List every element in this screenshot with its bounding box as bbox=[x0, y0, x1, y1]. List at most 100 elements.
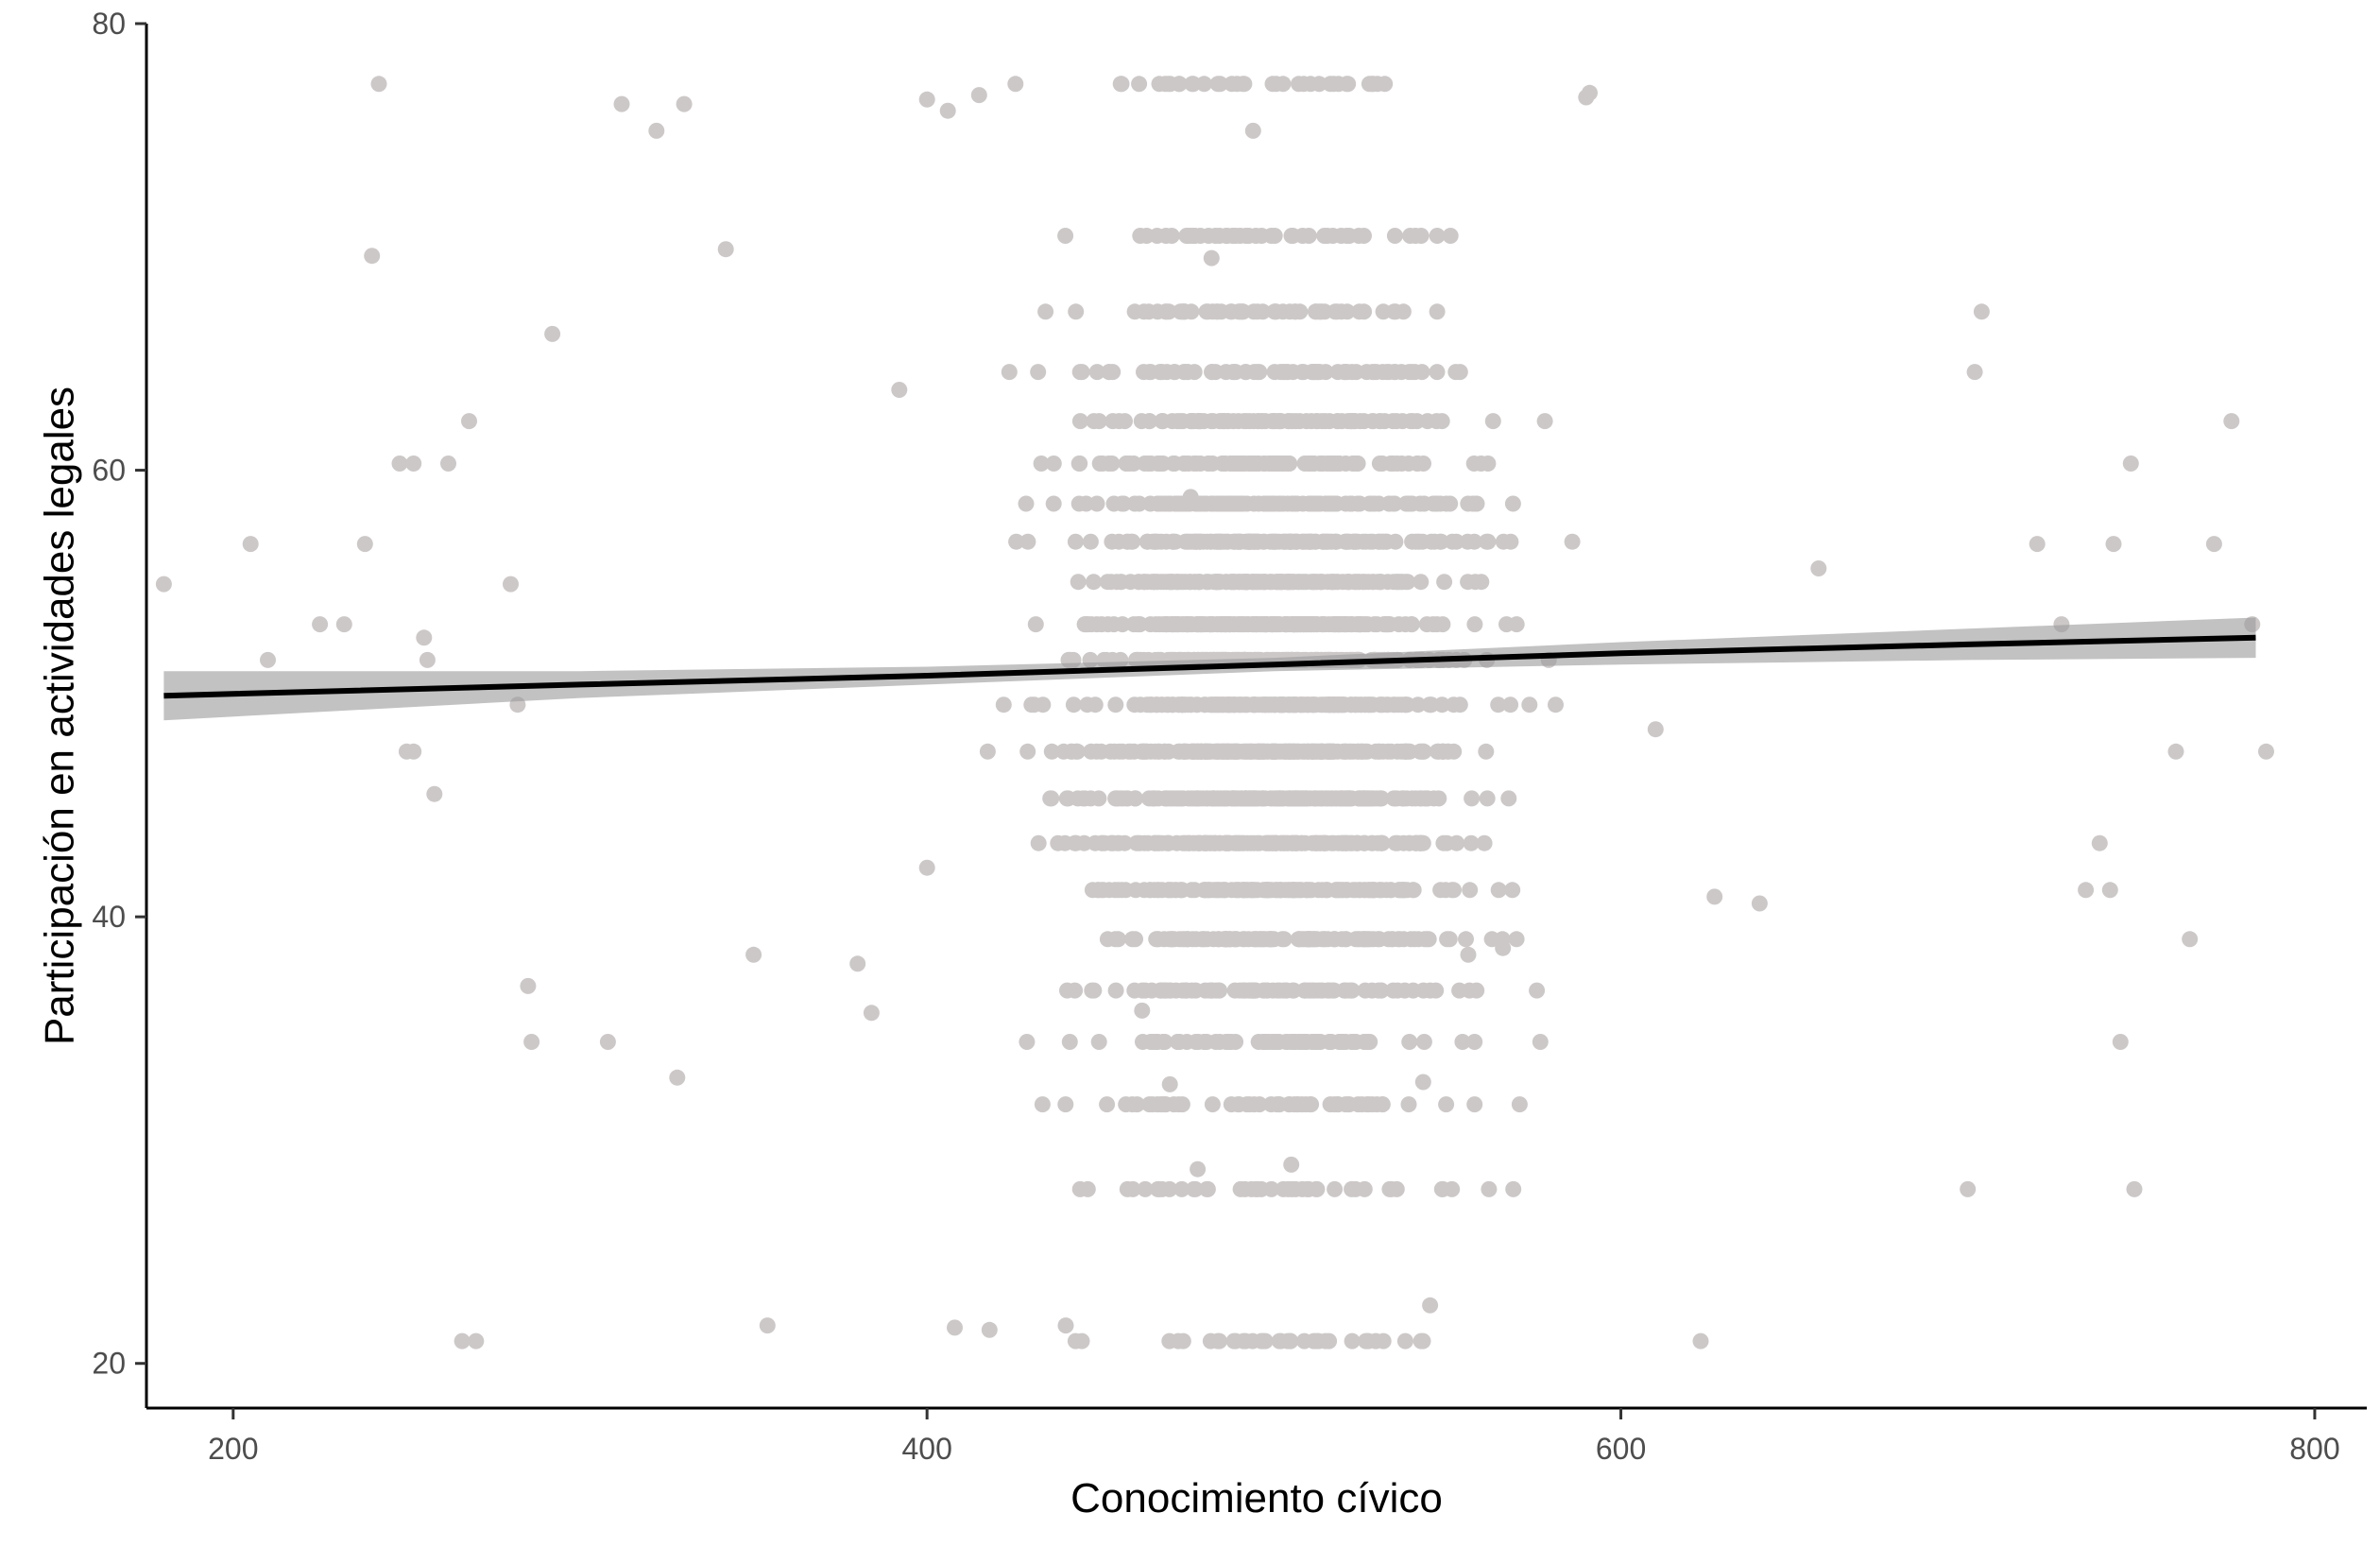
data-point bbox=[1446, 696, 1463, 713]
data-point bbox=[1264, 1034, 1281, 1050]
data-point bbox=[1692, 1332, 1709, 1349]
data-point bbox=[1479, 790, 1496, 807]
y-tick-label: 60 bbox=[92, 454, 126, 488]
data-point bbox=[1050, 834, 1067, 851]
data-point bbox=[1086, 574, 1102, 591]
y-tick-label: 20 bbox=[92, 1347, 126, 1381]
data-point bbox=[1174, 982, 1190, 999]
data-point bbox=[1203, 249, 1220, 266]
data-point bbox=[1204, 1096, 1221, 1113]
data-point bbox=[1057, 1317, 1074, 1334]
data-point bbox=[1178, 228, 1195, 244]
data-point bbox=[1070, 456, 1087, 472]
data-point bbox=[1213, 696, 1230, 713]
data-point bbox=[416, 629, 433, 646]
data-point bbox=[1190, 616, 1206, 633]
data-point bbox=[1429, 364, 1446, 381]
data-point bbox=[1245, 790, 1262, 807]
data-point bbox=[1387, 303, 1404, 320]
y-tick-label: 80 bbox=[92, 7, 126, 41]
data-point bbox=[523, 1034, 540, 1050]
data-point bbox=[1706, 888, 1723, 905]
data-point bbox=[1008, 533, 1025, 550]
data-point bbox=[1190, 1160, 1207, 1177]
x-axis-title: Conocimiento cívico bbox=[1070, 1475, 1443, 1521]
data-point bbox=[1334, 696, 1351, 713]
data-point bbox=[1360, 1332, 1377, 1349]
data-point bbox=[1366, 616, 1383, 633]
x-tick-label: 400 bbox=[901, 1432, 951, 1466]
data-point bbox=[1403, 364, 1420, 381]
data-point bbox=[1086, 413, 1103, 430]
data-point bbox=[1183, 882, 1200, 899]
data-point bbox=[1304, 743, 1321, 760]
data-point bbox=[1460, 946, 1477, 963]
data-point bbox=[1306, 456, 1323, 472]
data-point bbox=[1212, 790, 1229, 807]
data-point bbox=[1127, 882, 1144, 899]
data-point bbox=[1380, 931, 1396, 948]
data-point bbox=[1045, 495, 1062, 512]
data-point bbox=[1134, 1002, 1151, 1019]
data-point bbox=[1083, 743, 1100, 760]
data-point bbox=[1401, 743, 1418, 760]
data-point bbox=[1235, 1332, 1252, 1349]
data-point bbox=[1436, 574, 1453, 591]
data-point bbox=[1160, 495, 1176, 512]
data-point bbox=[1030, 834, 1047, 851]
data-point bbox=[1379, 616, 1396, 633]
data-point bbox=[1198, 1034, 1215, 1050]
data-point bbox=[1167, 882, 1184, 899]
data-point bbox=[1404, 790, 1421, 807]
data-point bbox=[1296, 1332, 1312, 1349]
data-point bbox=[1191, 574, 1208, 591]
data-point bbox=[1087, 696, 1104, 713]
data-point bbox=[1458, 931, 1474, 948]
data-point bbox=[1177, 616, 1194, 633]
data-point bbox=[1446, 882, 1462, 899]
data-point bbox=[1019, 533, 1036, 550]
data-point bbox=[1088, 364, 1105, 381]
data-point bbox=[1235, 743, 1252, 760]
data-point bbox=[1213, 743, 1230, 760]
data-point bbox=[1007, 76, 1024, 93]
data-point bbox=[745, 946, 762, 963]
data-point bbox=[1343, 413, 1360, 430]
data-point bbox=[1321, 495, 1338, 512]
data-point bbox=[1104, 456, 1121, 472]
data-point bbox=[1208, 533, 1225, 550]
data-point bbox=[1308, 1180, 1325, 1197]
data-point bbox=[1401, 495, 1417, 512]
data-point bbox=[1296, 982, 1313, 999]
data-point bbox=[391, 456, 408, 472]
data-point bbox=[2091, 834, 2108, 851]
data-point bbox=[1222, 931, 1239, 948]
data-point bbox=[2182, 931, 2199, 948]
data-point bbox=[1363, 834, 1380, 851]
data-point bbox=[1232, 228, 1249, 244]
data-point bbox=[1303, 882, 1320, 899]
data-point bbox=[1067, 533, 1084, 550]
data-point bbox=[1300, 228, 1317, 244]
data-point bbox=[648, 122, 665, 139]
data-point bbox=[1338, 228, 1355, 244]
data-point bbox=[1382, 743, 1399, 760]
data-point bbox=[1288, 413, 1304, 430]
data-point bbox=[1151, 76, 1168, 93]
data-point bbox=[1156, 1034, 1173, 1050]
data-point bbox=[849, 955, 866, 972]
data-point bbox=[1408, 834, 1425, 851]
data-point bbox=[1466, 616, 1483, 633]
data-point bbox=[1490, 696, 1507, 713]
data-point bbox=[1484, 413, 1501, 430]
data-point bbox=[1473, 574, 1490, 591]
data-point bbox=[1346, 696, 1363, 713]
data-point bbox=[1548, 696, 1564, 713]
data-point bbox=[891, 382, 908, 398]
data-point bbox=[1582, 84, 1598, 101]
data-point bbox=[1277, 982, 1294, 999]
data-point bbox=[1139, 533, 1156, 550]
data-point bbox=[544, 325, 561, 342]
data-point bbox=[1265, 696, 1282, 713]
data-point bbox=[2205, 536, 2222, 553]
